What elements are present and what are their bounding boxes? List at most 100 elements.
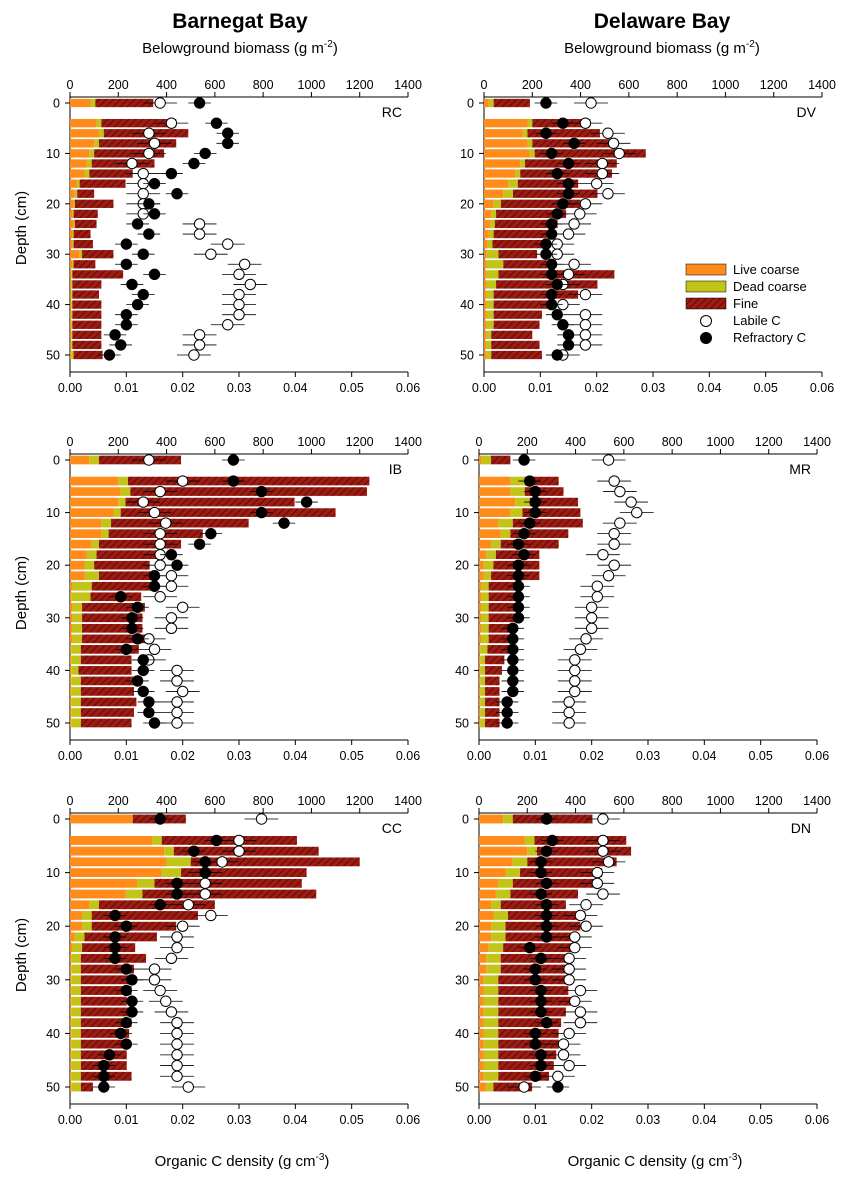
labile-point — [154, 591, 166, 603]
bar-fine — [95, 98, 154, 108]
y-tick-label: 20 — [46, 920, 60, 934]
bar-dead-coarse — [71, 1039, 81, 1049]
bar-fine — [491, 455, 511, 465]
refractory-point — [137, 288, 149, 301]
refractory-point — [507, 622, 519, 635]
bar-live-coarse — [70, 119, 97, 128]
labile-point — [563, 706, 575, 719]
bar-dead-coarse — [524, 836, 535, 845]
labile-point — [562, 268, 575, 281]
bar-live-coarse — [479, 676, 481, 686]
refractory-point — [507, 685, 519, 698]
labile-point — [182, 899, 195, 911]
refractory-point — [210, 117, 223, 129]
bar-dead-coarse — [503, 814, 513, 824]
bar-fine — [154, 878, 302, 888]
bar-dead-coarse — [72, 239, 74, 249]
right-top-axis-label: Belowground biomass (g m — [564, 40, 746, 57]
bar-live-coarse — [479, 687, 481, 696]
bar-dead-coarse — [527, 846, 537, 856]
bar-dead-coarse — [72, 260, 74, 269]
labile-point — [569, 654, 581, 666]
bar-dead-coarse — [71, 964, 81, 974]
bar-fine — [491, 340, 540, 350]
bar-live-coarse — [70, 814, 133, 824]
labile-point — [569, 664, 581, 677]
top-tick-label: 400 — [565, 794, 586, 808]
bar-live-coarse — [479, 497, 516, 507]
bar-dead-coarse — [483, 1007, 499, 1017]
labile-point — [597, 888, 609, 900]
bar-live-coarse — [479, 900, 492, 910]
bottom-tick-label: 0.04 — [283, 381, 307, 395]
bar-dead-coarse — [71, 280, 73, 289]
bar-fine — [498, 1061, 554, 1070]
bar-fine — [488, 592, 523, 602]
bar-dead-coarse — [166, 857, 191, 867]
refractory-point — [535, 984, 547, 997]
labile-point — [193, 228, 206, 240]
bar-dead-coarse — [73, 219, 75, 229]
labile-point — [579, 339, 592, 351]
y-tick-label: 40 — [460, 298, 474, 312]
bottom-tick-label: 0.04 — [283, 1113, 307, 1127]
bar-live-coarse — [70, 310, 72, 319]
bar-live-coarse — [484, 260, 487, 269]
bar-live-coarse — [479, 1082, 487, 1092]
bar-dead-coarse — [96, 119, 102, 128]
bar-live-coarse — [70, 350, 72, 360]
labile-point — [557, 1038, 570, 1050]
bar-dead-coarse — [152, 836, 162, 845]
top-tick-label: 1400 — [394, 78, 422, 92]
labile-point — [602, 570, 615, 582]
y-tick-label: 50 — [46, 349, 60, 363]
bar-dead-coarse — [486, 270, 499, 279]
bar-fine — [94, 149, 165, 158]
left-top-axis-title: Belowground biomass (g m-2) — [142, 39, 338, 57]
labile-point — [608, 475, 620, 487]
bar-live-coarse — [70, 964, 72, 974]
bar-dead-coarse — [480, 697, 486, 707]
bar-fine — [496, 209, 567, 219]
bar-dead-coarse — [483, 975, 499, 985]
refractory-point — [188, 845, 200, 857]
bar-live-coarse — [70, 229, 73, 239]
bar-fine — [130, 487, 367, 496]
refractory-point — [535, 856, 547, 868]
labile-point — [143, 127, 155, 139]
bar-live-coarse — [70, 320, 72, 329]
bar-fine — [80, 1018, 132, 1028]
right-bottom-axis-close: ) — [737, 1153, 742, 1170]
labile-point — [580, 899, 592, 911]
refractory-point — [120, 643, 133, 656]
top-tick-label: 1000 — [298, 435, 326, 449]
top-tick-label: 1200 — [755, 794, 783, 808]
bar-dead-coarse — [488, 229, 494, 239]
refractory-point — [126, 622, 138, 635]
bar-dead-coarse — [505, 868, 521, 878]
bar-dead-coarse — [508, 179, 518, 188]
bar-dead-coarse — [486, 953, 501, 963]
refractory-point — [551, 278, 563, 291]
bottom-tick-label: 0.06 — [396, 749, 420, 763]
bar-live-coarse — [484, 350, 487, 360]
refractory-point — [131, 601, 144, 613]
refractory-point — [524, 941, 536, 954]
refractory-point — [507, 643, 519, 656]
bar-live-coarse — [479, 634, 482, 644]
bar-dead-coarse — [71, 953, 81, 963]
top-tick-label: 600 — [618, 78, 639, 92]
labile-point — [165, 622, 178, 635]
refractory-point — [529, 1027, 542, 1040]
bar-dead-coarse — [515, 497, 530, 507]
labile-point — [244, 278, 256, 291]
bar-live-coarse — [70, 602, 73, 612]
refractory-point — [171, 559, 183, 571]
labile-point — [591, 866, 603, 879]
bar-fine — [498, 1018, 562, 1028]
bottom-tick-label: 0.00 — [58, 1113, 82, 1127]
refractory-point — [143, 696, 155, 708]
refractory-point — [148, 208, 161, 220]
bar-live-coarse — [70, 290, 72, 299]
bar-fine — [500, 199, 581, 208]
